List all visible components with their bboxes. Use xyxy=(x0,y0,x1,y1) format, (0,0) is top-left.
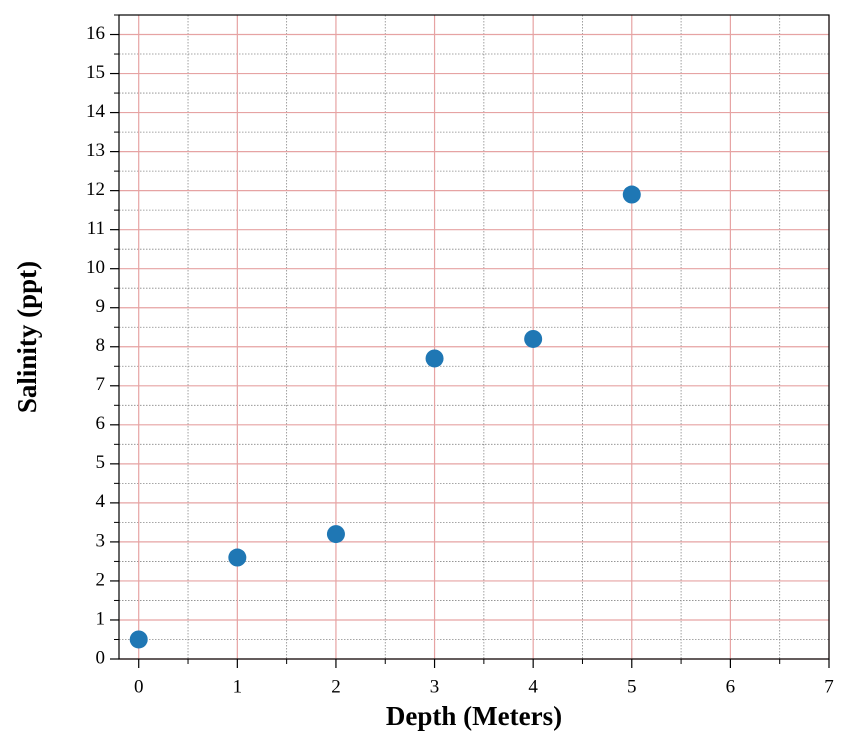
x-tick-label: 1 xyxy=(233,676,243,697)
y-tick-label: 1 xyxy=(96,608,106,629)
x-tick-label: 3 xyxy=(430,676,440,697)
x-tick-label: 4 xyxy=(528,676,538,697)
point xyxy=(524,329,543,348)
y-tick-label: 3 xyxy=(96,530,106,551)
y-tick-label: 13 xyxy=(86,140,105,161)
y-tick-label: 14 xyxy=(86,101,106,122)
plot-frame xyxy=(118,14,830,660)
y-tick-label: 16 xyxy=(86,23,105,44)
x-axis-label: Depth (Meters) xyxy=(386,701,562,731)
x-tick-label: 5 xyxy=(627,676,637,697)
point xyxy=(228,548,247,567)
y-tick-label: 2 xyxy=(96,569,106,590)
point xyxy=(622,185,641,204)
y-tick-label: 7 xyxy=(96,374,106,395)
y-tick-label: 6 xyxy=(96,413,106,434)
point xyxy=(326,525,345,544)
y-tick-label: 9 xyxy=(96,296,106,317)
y-tick-label: 4 xyxy=(96,491,106,512)
y-tick-label: 11 xyxy=(87,218,105,239)
x-tick-label: 2 xyxy=(331,676,341,697)
y-tick-label: 0 xyxy=(96,647,106,668)
y-tick-label: 15 xyxy=(86,62,105,83)
x-tick-label: 6 xyxy=(726,676,736,697)
x-tick-label: 0 xyxy=(134,676,144,697)
y-tick-label: 8 xyxy=(96,335,106,356)
y-tick-label: 12 xyxy=(86,179,105,200)
y-tick-label: 10 xyxy=(86,257,105,278)
y-axis-label: Salinity (ppt) xyxy=(12,261,42,413)
x-tick-label: 7 xyxy=(824,676,834,697)
point xyxy=(425,349,444,368)
y-tick-label: 5 xyxy=(96,452,106,473)
point xyxy=(129,630,148,649)
